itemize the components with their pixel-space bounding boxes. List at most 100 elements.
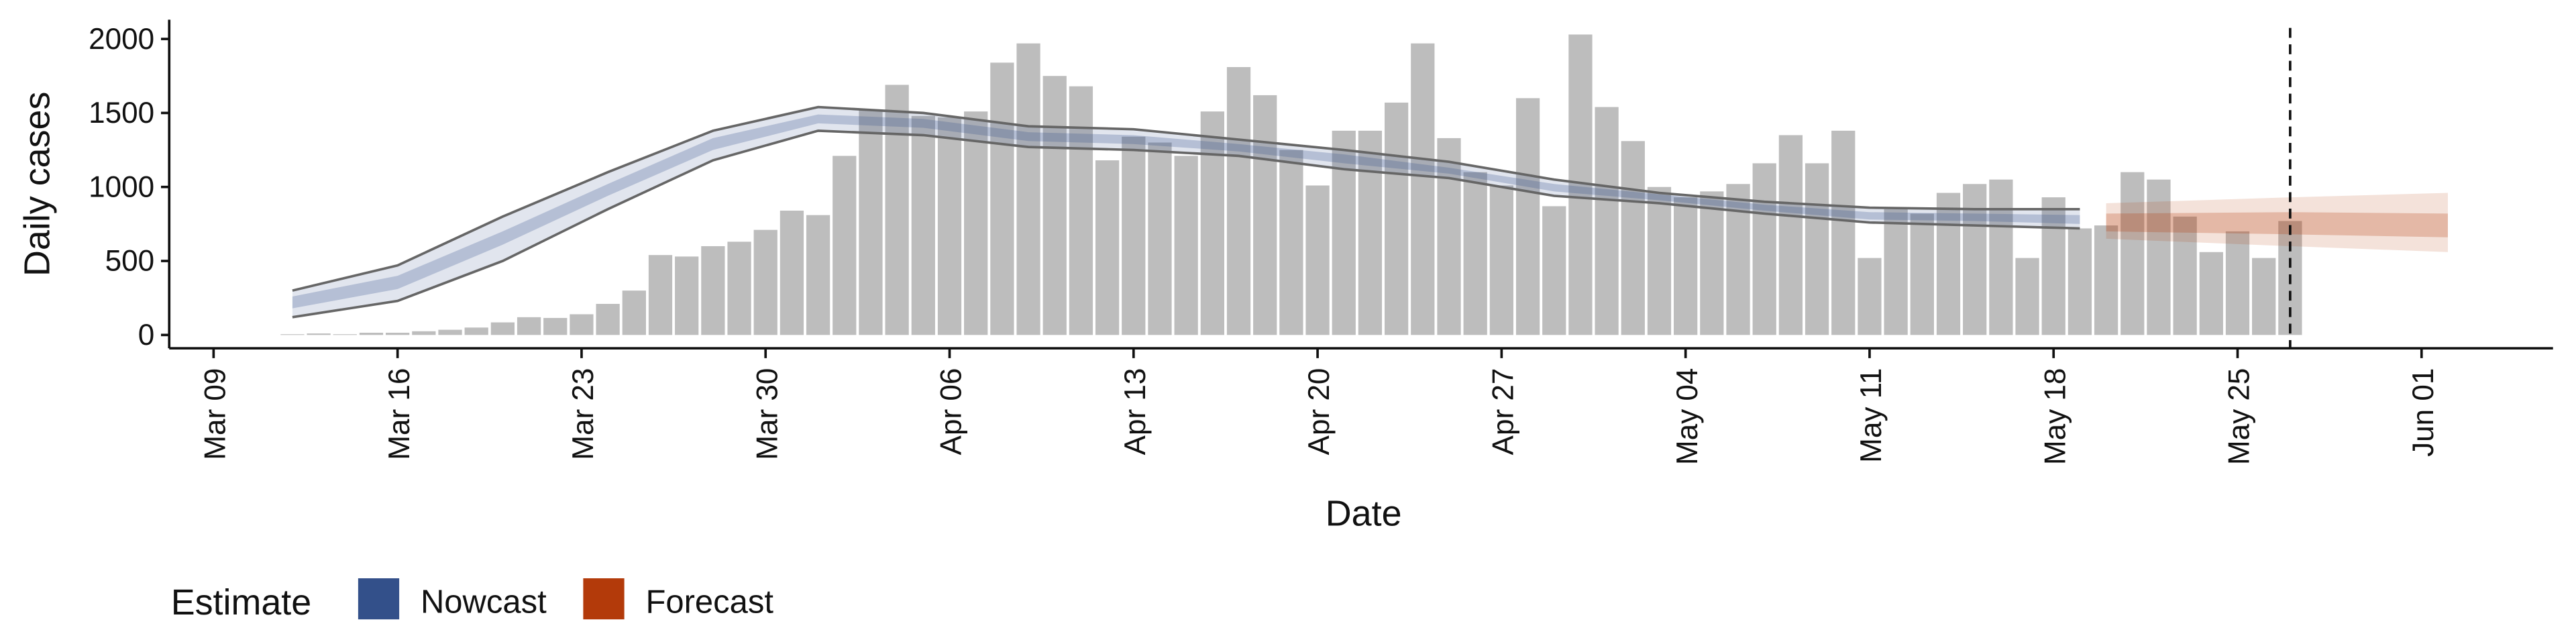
bar (1489, 185, 1513, 335)
bar (1647, 186, 1672, 335)
bar (2252, 258, 2276, 335)
bar (1515, 98, 1540, 335)
bar (1595, 107, 1619, 335)
x-tick-label: Mar 23 (567, 368, 600, 460)
band-90 (2106, 193, 2448, 252)
bar (885, 85, 909, 335)
bar (1778, 135, 1803, 335)
legend-title: Estimate (171, 582, 312, 623)
bar (1174, 156, 1198, 335)
bar (990, 62, 1014, 335)
bar (2041, 197, 2065, 335)
bar (753, 229, 777, 335)
bar (1674, 197, 1698, 335)
bar (1148, 142, 1172, 335)
y-axis-label: Daily cases (17, 92, 57, 276)
bar (517, 317, 541, 335)
bar (859, 109, 883, 335)
bar (1253, 95, 1277, 335)
x-tick-label: Mar 16 (383, 368, 416, 460)
bar (2094, 225, 2118, 335)
bar (1621, 141, 1645, 335)
bar (675, 256, 699, 335)
bar (1700, 191, 1724, 335)
bar (412, 331, 436, 335)
legend-label: Forecast (645, 584, 773, 620)
y-tick-label: 0 (138, 319, 155, 352)
legend-label: Nowcast (421, 584, 547, 620)
x-tick-label: Mar 30 (751, 368, 784, 460)
bar (2068, 228, 2092, 335)
bar (2015, 258, 2039, 335)
bar (596, 303, 620, 335)
band-edge (292, 105, 2080, 292)
bar (1385, 102, 1409, 335)
bar (359, 333, 384, 335)
bar (1858, 258, 1882, 335)
y-tick-label: 1500 (89, 97, 154, 129)
bar (1358, 130, 1383, 335)
bar (333, 334, 357, 335)
bar (490, 322, 515, 335)
x-tick-label: May 25 (2223, 368, 2256, 466)
bar (1042, 76, 1067, 335)
bar (1437, 138, 1461, 335)
bar (937, 117, 962, 335)
x-tick-label: Apr 13 (1119, 368, 1152, 455)
band-90 (292, 107, 2080, 317)
bar (1963, 184, 1987, 335)
bar (543, 317, 568, 335)
x-tick-label: Apr 27 (1487, 368, 1520, 455)
bar (2121, 172, 2145, 335)
bar (438, 329, 462, 335)
plot-area (280, 34, 2448, 335)
x-tick-label: Jun 01 (2407, 368, 2440, 457)
y-tick-label: 1000 (89, 170, 154, 203)
bar (1279, 150, 1303, 335)
bar (2173, 216, 2197, 335)
bar (1095, 160, 1120, 335)
bar (1831, 130, 1856, 335)
bar (2225, 231, 2250, 335)
bar (1226, 66, 1251, 335)
bar (1200, 111, 1224, 335)
bar (701, 246, 725, 335)
x-tick-label: Mar 09 (199, 368, 232, 460)
bar (1936, 193, 1961, 335)
x-tick-label: May 18 (2039, 368, 2072, 466)
bar (1463, 172, 1487, 335)
bar (964, 111, 988, 335)
bar (1305, 185, 1330, 335)
bar (2199, 252, 2223, 335)
x-tick-label: May 11 (1855, 368, 1888, 463)
bar (1016, 43, 1040, 335)
bar (1805, 163, 1829, 335)
bar (622, 290, 646, 335)
x-tick-label: May 04 (1671, 368, 1704, 466)
y-tick-label: 500 (105, 245, 155, 278)
x-tick-label: Apr 20 (1303, 368, 1336, 455)
bar (1752, 163, 1776, 335)
legend-swatch (583, 578, 625, 620)
bar (833, 156, 857, 335)
band-50 (2106, 212, 2448, 237)
x-axis-label: Date (1326, 494, 1402, 534)
bar (280, 334, 305, 335)
legend-swatch (358, 578, 400, 620)
bar (727, 241, 751, 335)
bar (386, 333, 410, 335)
x-tick-label: Apr 06 (935, 368, 968, 455)
bar (1910, 213, 1934, 335)
bar (911, 115, 935, 335)
bar (1122, 136, 1146, 335)
bar (780, 210, 804, 335)
bar (1332, 130, 1356, 335)
bar (1069, 86, 1093, 335)
bar (2147, 179, 2171, 335)
y-tick-label: 2000 (89, 23, 154, 56)
bar (570, 314, 594, 335)
bar (307, 333, 331, 335)
band-edge (292, 129, 2080, 319)
